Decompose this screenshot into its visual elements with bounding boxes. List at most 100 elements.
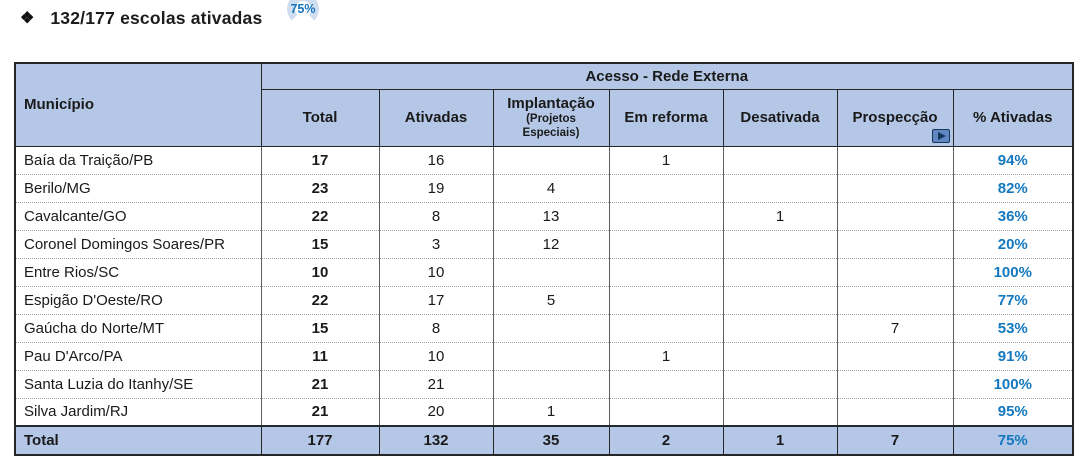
total-cell: 23 xyxy=(260,174,380,203)
total-cell: 22 xyxy=(260,202,380,231)
diamond-bullet-icon: ❖ xyxy=(20,9,35,27)
pct-ativadas-cell: 82% xyxy=(952,174,1074,203)
implantacao-cell: 4 xyxy=(492,174,610,203)
percent-badge-value: 75% xyxy=(290,2,316,16)
prospeccao-cell xyxy=(836,146,954,175)
total-row-total: 177 xyxy=(260,425,380,456)
table-total-row: Total 177 132 35 2 1 7 75% xyxy=(14,425,1074,456)
em-reforma-cell xyxy=(608,258,724,287)
total-cell: 15 xyxy=(260,230,380,259)
ativadas-cell: 17 xyxy=(378,286,494,315)
table-column-header-row: Total Ativadas Implantação (Projetos Esp… xyxy=(15,88,1074,147)
desativada-cell xyxy=(722,342,838,371)
municipio-cell: Gaúcha do Norte/MT xyxy=(14,314,262,343)
municipio-cell: Entre Rios/SC xyxy=(14,258,262,287)
total-row-pct-ativadas: 75% xyxy=(952,425,1074,456)
desativada-cell: 1 xyxy=(722,202,838,231)
desativada-cell xyxy=(722,314,838,343)
col-header-prospeccao: Prospecção xyxy=(836,88,954,147)
group-header-acesso-rede-externa: Acesso - Rede Externa xyxy=(260,62,1074,90)
implantacao-cell xyxy=(492,370,610,399)
col-header-pct-ativadas: % Ativadas xyxy=(952,88,1074,147)
total-cell: 10 xyxy=(260,258,380,287)
em-reforma-cell: 1 xyxy=(608,146,724,175)
implantacao-cell xyxy=(492,342,610,371)
em-reforma-cell xyxy=(608,202,724,231)
ativadas-cell: 10 xyxy=(378,258,494,287)
pct-ativadas-cell: 100% xyxy=(952,370,1074,399)
ativadas-cell: 10 xyxy=(378,342,494,371)
page-title: 132/177 escolas ativadas xyxy=(50,8,263,28)
prospeccao-cell xyxy=(836,286,954,315)
table-row: Entre Rios/SC 10 10 100% xyxy=(14,258,1074,287)
total-row-label: Total xyxy=(14,425,262,456)
col-header-implantacao-sublabel: (Projetos Especiais) xyxy=(522,113,580,139)
ativadas-cell: 19 xyxy=(378,174,494,203)
prospeccao-expand-button[interactable] xyxy=(931,128,950,143)
desativada-cell xyxy=(722,398,838,426)
ativadas-cell: 3 xyxy=(378,230,494,259)
implantacao-cell xyxy=(492,146,610,175)
prospeccao-cell: 7 xyxy=(836,314,954,343)
prospeccao-cell xyxy=(836,230,954,259)
municipio-cell: Pau D'Arco/PA xyxy=(14,342,262,371)
page-title-row: ❖ 132/177 escolas ativadas xyxy=(20,8,262,29)
pct-ativadas-cell: 95% xyxy=(952,398,1074,426)
municipio-cell: Espigão D'Oeste/RO xyxy=(14,286,262,315)
table-row: Berilo/MG 23 19 4 82% xyxy=(14,174,1074,203)
em-reforma-cell xyxy=(608,370,724,399)
total-cell: 21 xyxy=(260,398,380,426)
ativadas-cell: 20 xyxy=(378,398,494,426)
col-header-implantacao: Implantação (Projetos Especiais) xyxy=(492,88,610,147)
desativada-cell xyxy=(722,370,838,399)
pct-ativadas-cell: 94% xyxy=(952,146,1074,175)
prospeccao-cell xyxy=(836,174,954,203)
municipio-cell: Berilo/MG xyxy=(14,174,262,203)
table-row: Espigão D'Oeste/RO 22 17 5 77% xyxy=(14,286,1074,315)
prospeccao-cell xyxy=(836,342,954,371)
pct-ativadas-cell: 20% xyxy=(952,230,1074,259)
total-cell: 21 xyxy=(260,370,380,399)
total-cell: 11 xyxy=(260,342,380,371)
table-row: Silva Jardim/RJ 21 20 1 95% xyxy=(14,398,1074,426)
total-cell: 22 xyxy=(260,286,380,315)
municipio-cell: Cavalcante/GO xyxy=(14,202,262,231)
pct-ativadas-cell: 53% xyxy=(952,314,1074,343)
table-row: Baía da Traição/PB 17 16 1 94% xyxy=(14,146,1074,175)
em-reforma-cell xyxy=(608,314,724,343)
table-row: Santa Luzia do Itanhy/SE 21 21 100% xyxy=(14,370,1074,399)
prospeccao-cell xyxy=(836,202,954,231)
percent-donut-badge: 75% xyxy=(287,0,319,25)
em-reforma-cell xyxy=(608,230,724,259)
col-header-prospeccao-label: Prospecção xyxy=(852,109,938,126)
total-cell: 17 xyxy=(260,146,380,175)
pct-ativadas-cell: 100% xyxy=(952,258,1074,287)
em-reforma-cell xyxy=(608,398,724,426)
total-row-implantacao: 35 xyxy=(492,425,610,456)
schools-access-table: Município Acesso - Rede Externa Total At… xyxy=(14,62,1075,456)
municipio-cell: Santa Luzia do Itanhy/SE xyxy=(14,370,262,399)
implantacao-cell: 5 xyxy=(492,286,610,315)
total-row-prospeccao: 7 xyxy=(836,425,954,456)
em-reforma-cell: 1 xyxy=(608,342,724,371)
pct-ativadas-cell: 77% xyxy=(952,286,1074,315)
total-row-ativadas: 132 xyxy=(378,425,494,456)
prospeccao-cell xyxy=(836,398,954,426)
implantacao-cell xyxy=(492,258,610,287)
municipio-cell: Coronel Domingos Soares/PR xyxy=(14,230,262,259)
municipio-cell: Baía da Traição/PB xyxy=(14,146,262,175)
implantacao-cell: 12 xyxy=(492,230,610,259)
ativadas-cell: 21 xyxy=(378,370,494,399)
em-reforma-cell xyxy=(608,174,724,203)
col-header-implantacao-label: Implantação xyxy=(507,95,595,113)
table-group-header-row: Município Acesso - Rede Externa xyxy=(14,62,1074,147)
ativadas-cell: 8 xyxy=(378,202,494,231)
pct-ativadas-cell: 91% xyxy=(952,342,1074,371)
ativadas-cell: 16 xyxy=(378,146,494,175)
implantacao-cell: 1 xyxy=(492,398,610,426)
col-header-ativadas: Ativadas xyxy=(378,88,494,147)
implantacao-cell xyxy=(492,314,610,343)
total-row-desativada: 1 xyxy=(722,425,838,456)
play-icon xyxy=(937,131,946,140)
prospeccao-cell xyxy=(836,370,954,399)
